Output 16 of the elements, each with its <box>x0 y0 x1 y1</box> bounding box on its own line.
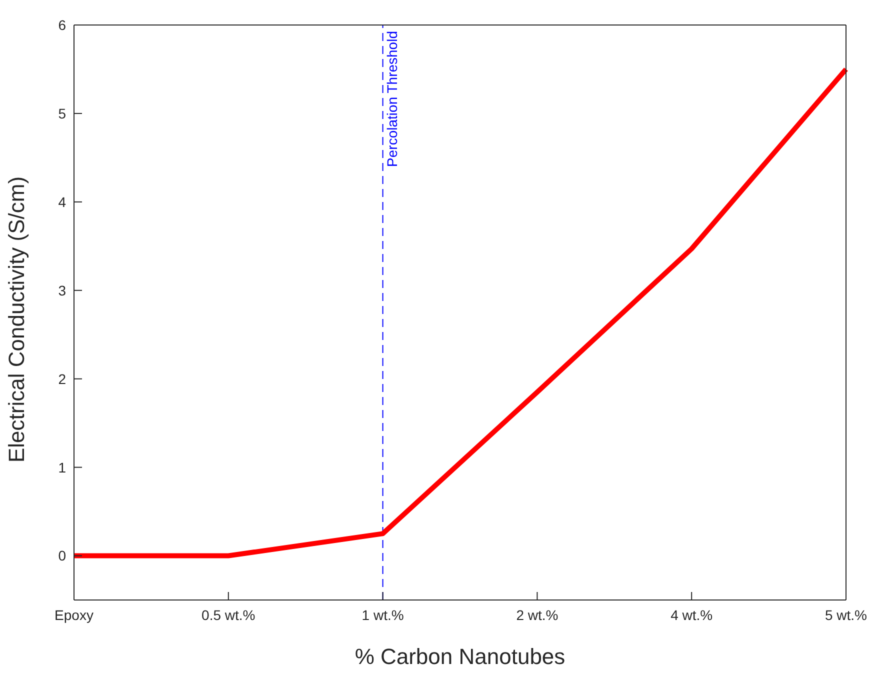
x-axis-title: % Carbon Nanotubes <box>354 644 566 669</box>
x-tick-label: 1 wt.% <box>362 606 404 623</box>
ref-line-label: Percolation Threshold <box>384 31 400 167</box>
y-tick-label: 4 <box>58 194 66 210</box>
y-tick-label: 5 <box>58 105 66 122</box>
x-tick-label: 2 wt.% <box>516 606 558 623</box>
y-tick-label: 0 <box>58 548 66 564</box>
y-tick-label: 2 <box>58 370 66 387</box>
y-tick-label: 1 <box>58 459 66 476</box>
x-tick-label: 0.5 wt.% <box>202 606 256 623</box>
y-tick-label: 6 <box>58 16 66 33</box>
x-tick-label: 5 wt.% <box>824 606 868 623</box>
y-tick-label: 3 <box>58 282 66 298</box>
x-tick-label: Epoxy <box>54 606 94 623</box>
y-axis-title: Electrical Conductivity (S/cm) <box>4 176 29 462</box>
x-tick-label: 4 wt.% <box>670 606 713 623</box>
